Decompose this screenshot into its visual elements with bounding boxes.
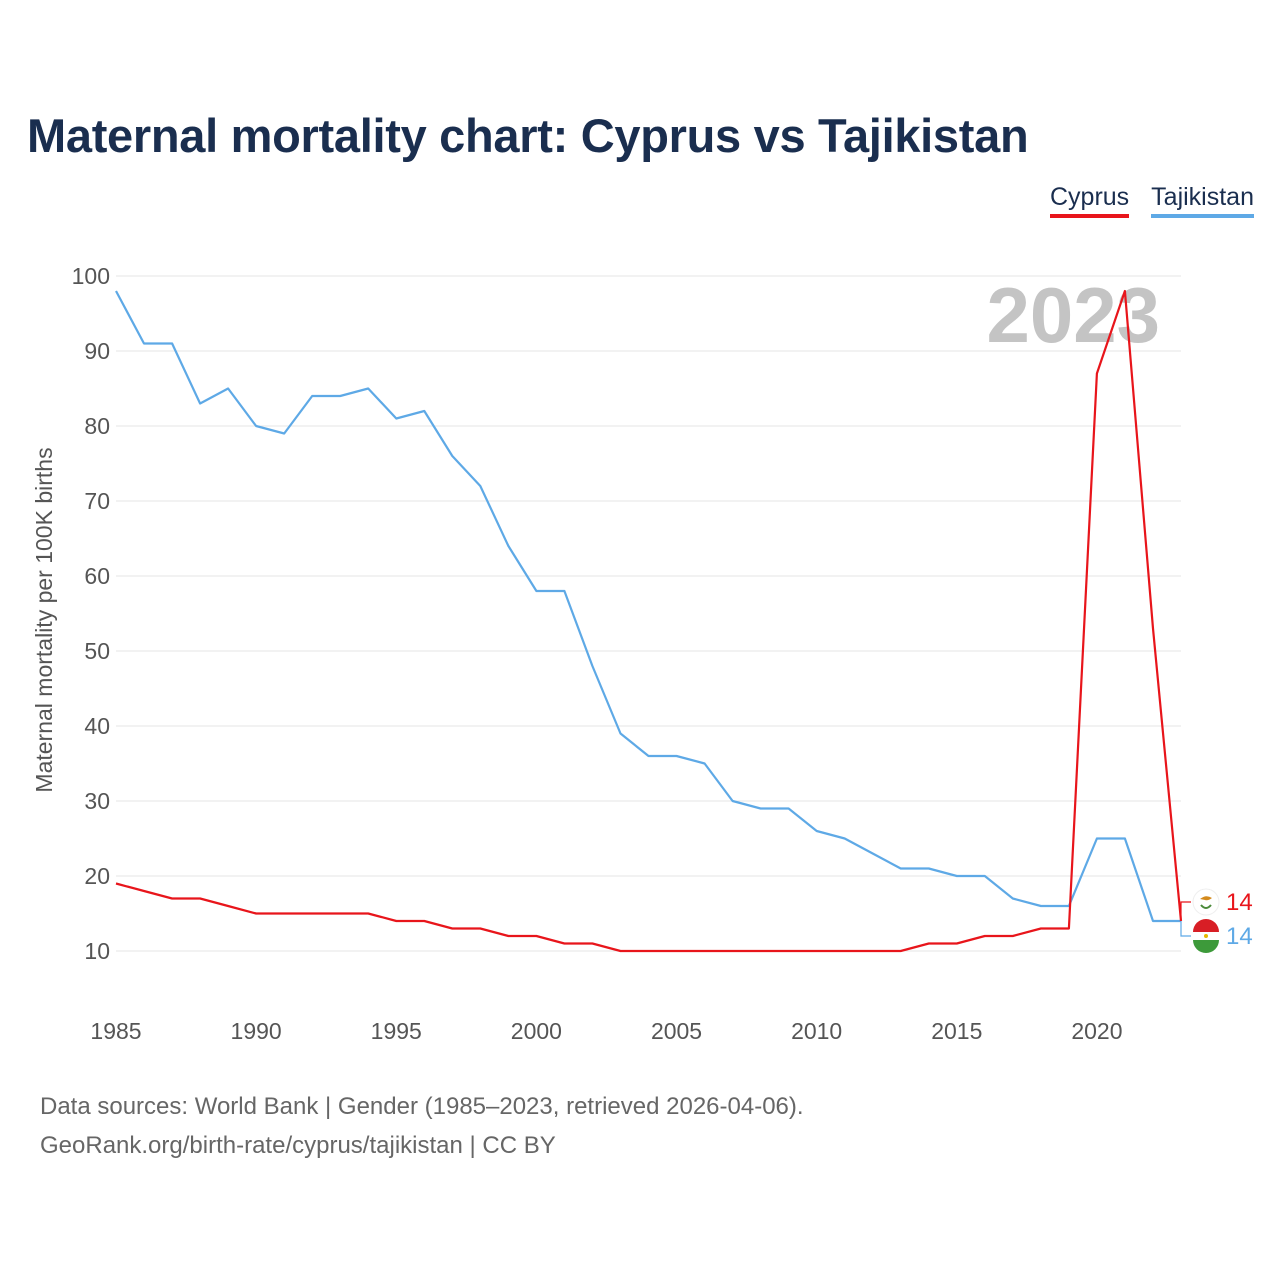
y-tick-label: 10 — [84, 938, 110, 964]
series-line-cyprus — [115, 289, 1183, 953]
y-tick-label: 60 — [84, 563, 110, 589]
x-tick-label: 2010 — [791, 1018, 842, 1044]
year-watermark: 2023 — [986, 271, 1160, 359]
line-chart: 10 20 30 40 50 60 70 80 90 100 1985 1990 1995 2000 20… — [31, 263, 1253, 1044]
series-line-tajikistan — [115, 290, 1181, 923]
chart-legend: Cyprus Tajikistan — [1049, 183, 1254, 218]
end-value-tajikistan: 14 — [1226, 923, 1253, 950]
x-tick-label: 2000 — [511, 1018, 562, 1044]
y-axis-label: Maternal mortality per 100K births — [31, 447, 57, 792]
flag-tajikistan-icon — [1193, 919, 1219, 953]
x-tick-label: 1985 — [90, 1018, 141, 1044]
data-source-note: Data sources: World Bank | Gender (1985–… — [40, 1093, 804, 1120]
source-link[interactable]: GeoRank.org/birth-rate/cyprus/tajikistan… — [40, 1132, 556, 1159]
y-tick-label: 40 — [84, 713, 110, 739]
page-title: Maternal mortality chart: Cyprus vs Taji… — [27, 109, 1029, 162]
y-tick-label: 100 — [72, 263, 110, 289]
grid-lines — [116, 275, 1181, 952]
x-tick-label: 1995 — [371, 1018, 422, 1044]
x-tick-label: 2015 — [931, 1018, 982, 1044]
x-axis-ticks: 1985 1990 1995 2000 2005 2010 2015 2020 — [90, 1018, 1122, 1044]
flag-cyprus-icon — [1192, 888, 1220, 916]
end-connector-tajikistan — [1180, 921, 1191, 937]
y-tick-label: 20 — [84, 863, 110, 889]
y-axis-ticks: 10 20 30 40 50 60 70 80 90 100 — [72, 263, 110, 964]
y-tick-label: 70 — [84, 488, 110, 514]
y-tick-label: 50 — [84, 638, 110, 664]
x-tick-label: 2005 — [651, 1018, 702, 1044]
footer: Data sources: World Bank | Gender (1985–… — [40, 1087, 804, 1165]
y-tick-label: 30 — [84, 788, 110, 814]
series-lines — [115, 289, 1183, 953]
y-tick-label: 80 — [84, 413, 110, 439]
end-value-cyprus: 14 — [1226, 889, 1253, 916]
x-tick-label: 2020 — [1071, 1018, 1122, 1044]
x-tick-label: 1990 — [231, 1018, 282, 1044]
end-connector-cyprus — [1180, 901, 1191, 921]
y-tick-label: 90 — [84, 338, 110, 364]
legend-item-cyprus[interactable]: Cyprus — [1049, 183, 1130, 218]
legend-item-tajikistan[interactable]: Tajikistan — [1151, 183, 1254, 218]
